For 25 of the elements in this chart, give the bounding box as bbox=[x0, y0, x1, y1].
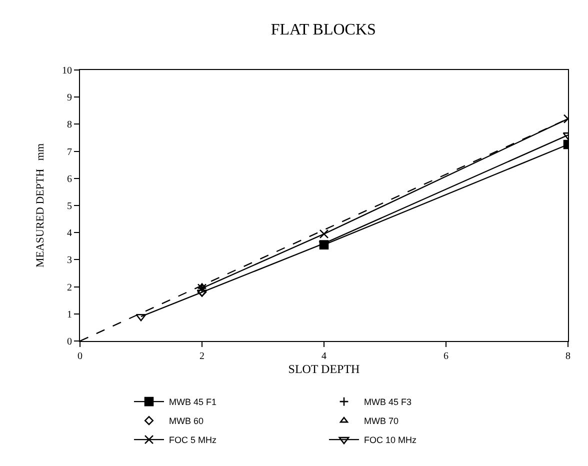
x-tick-label: 0 bbox=[78, 351, 82, 362]
chart-title: FLAT BLOCKS bbox=[270, 22, 376, 38]
y-tick-label: 9 bbox=[67, 92, 72, 104]
x-tick-label: 6 bbox=[444, 351, 448, 362]
y-axis-title: MEASURED DEPTH mm bbox=[34, 143, 47, 268]
y-tick-label: 7 bbox=[67, 146, 72, 158]
x-tick-label: 8 bbox=[566, 351, 570, 362]
x-axis-title: SLOT DEPTH bbox=[288, 362, 360, 376]
legend-label: MWB 60 bbox=[169, 416, 204, 426]
y-tick-label: 8 bbox=[67, 120, 72, 131]
y-tick-label: 6 bbox=[67, 174, 72, 185]
y-tick-label: 0 bbox=[67, 336, 72, 348]
y-tick-label: 2 bbox=[67, 282, 72, 294]
legend-label: FOC 10 MHz bbox=[364, 435, 418, 446]
legend-label: MWB 45 F3 bbox=[364, 397, 412, 408]
y-tick-label: 4 bbox=[67, 228, 72, 240]
y-tick-label: 5 bbox=[67, 201, 72, 212]
legend-label: MWB 70 bbox=[364, 416, 399, 426]
legend-label: FOC 5 MHz bbox=[169, 435, 217, 446]
x-tick-label: 4 bbox=[322, 351, 326, 362]
legend-label: MWB 45 F1 bbox=[169, 397, 217, 408]
y-tick-label: 10 bbox=[62, 66, 72, 76]
x-tick-label: 2 bbox=[200, 351, 204, 362]
y-tick-label: 3 bbox=[67, 255, 72, 266]
y-tick-label: 1 bbox=[67, 309, 72, 320]
